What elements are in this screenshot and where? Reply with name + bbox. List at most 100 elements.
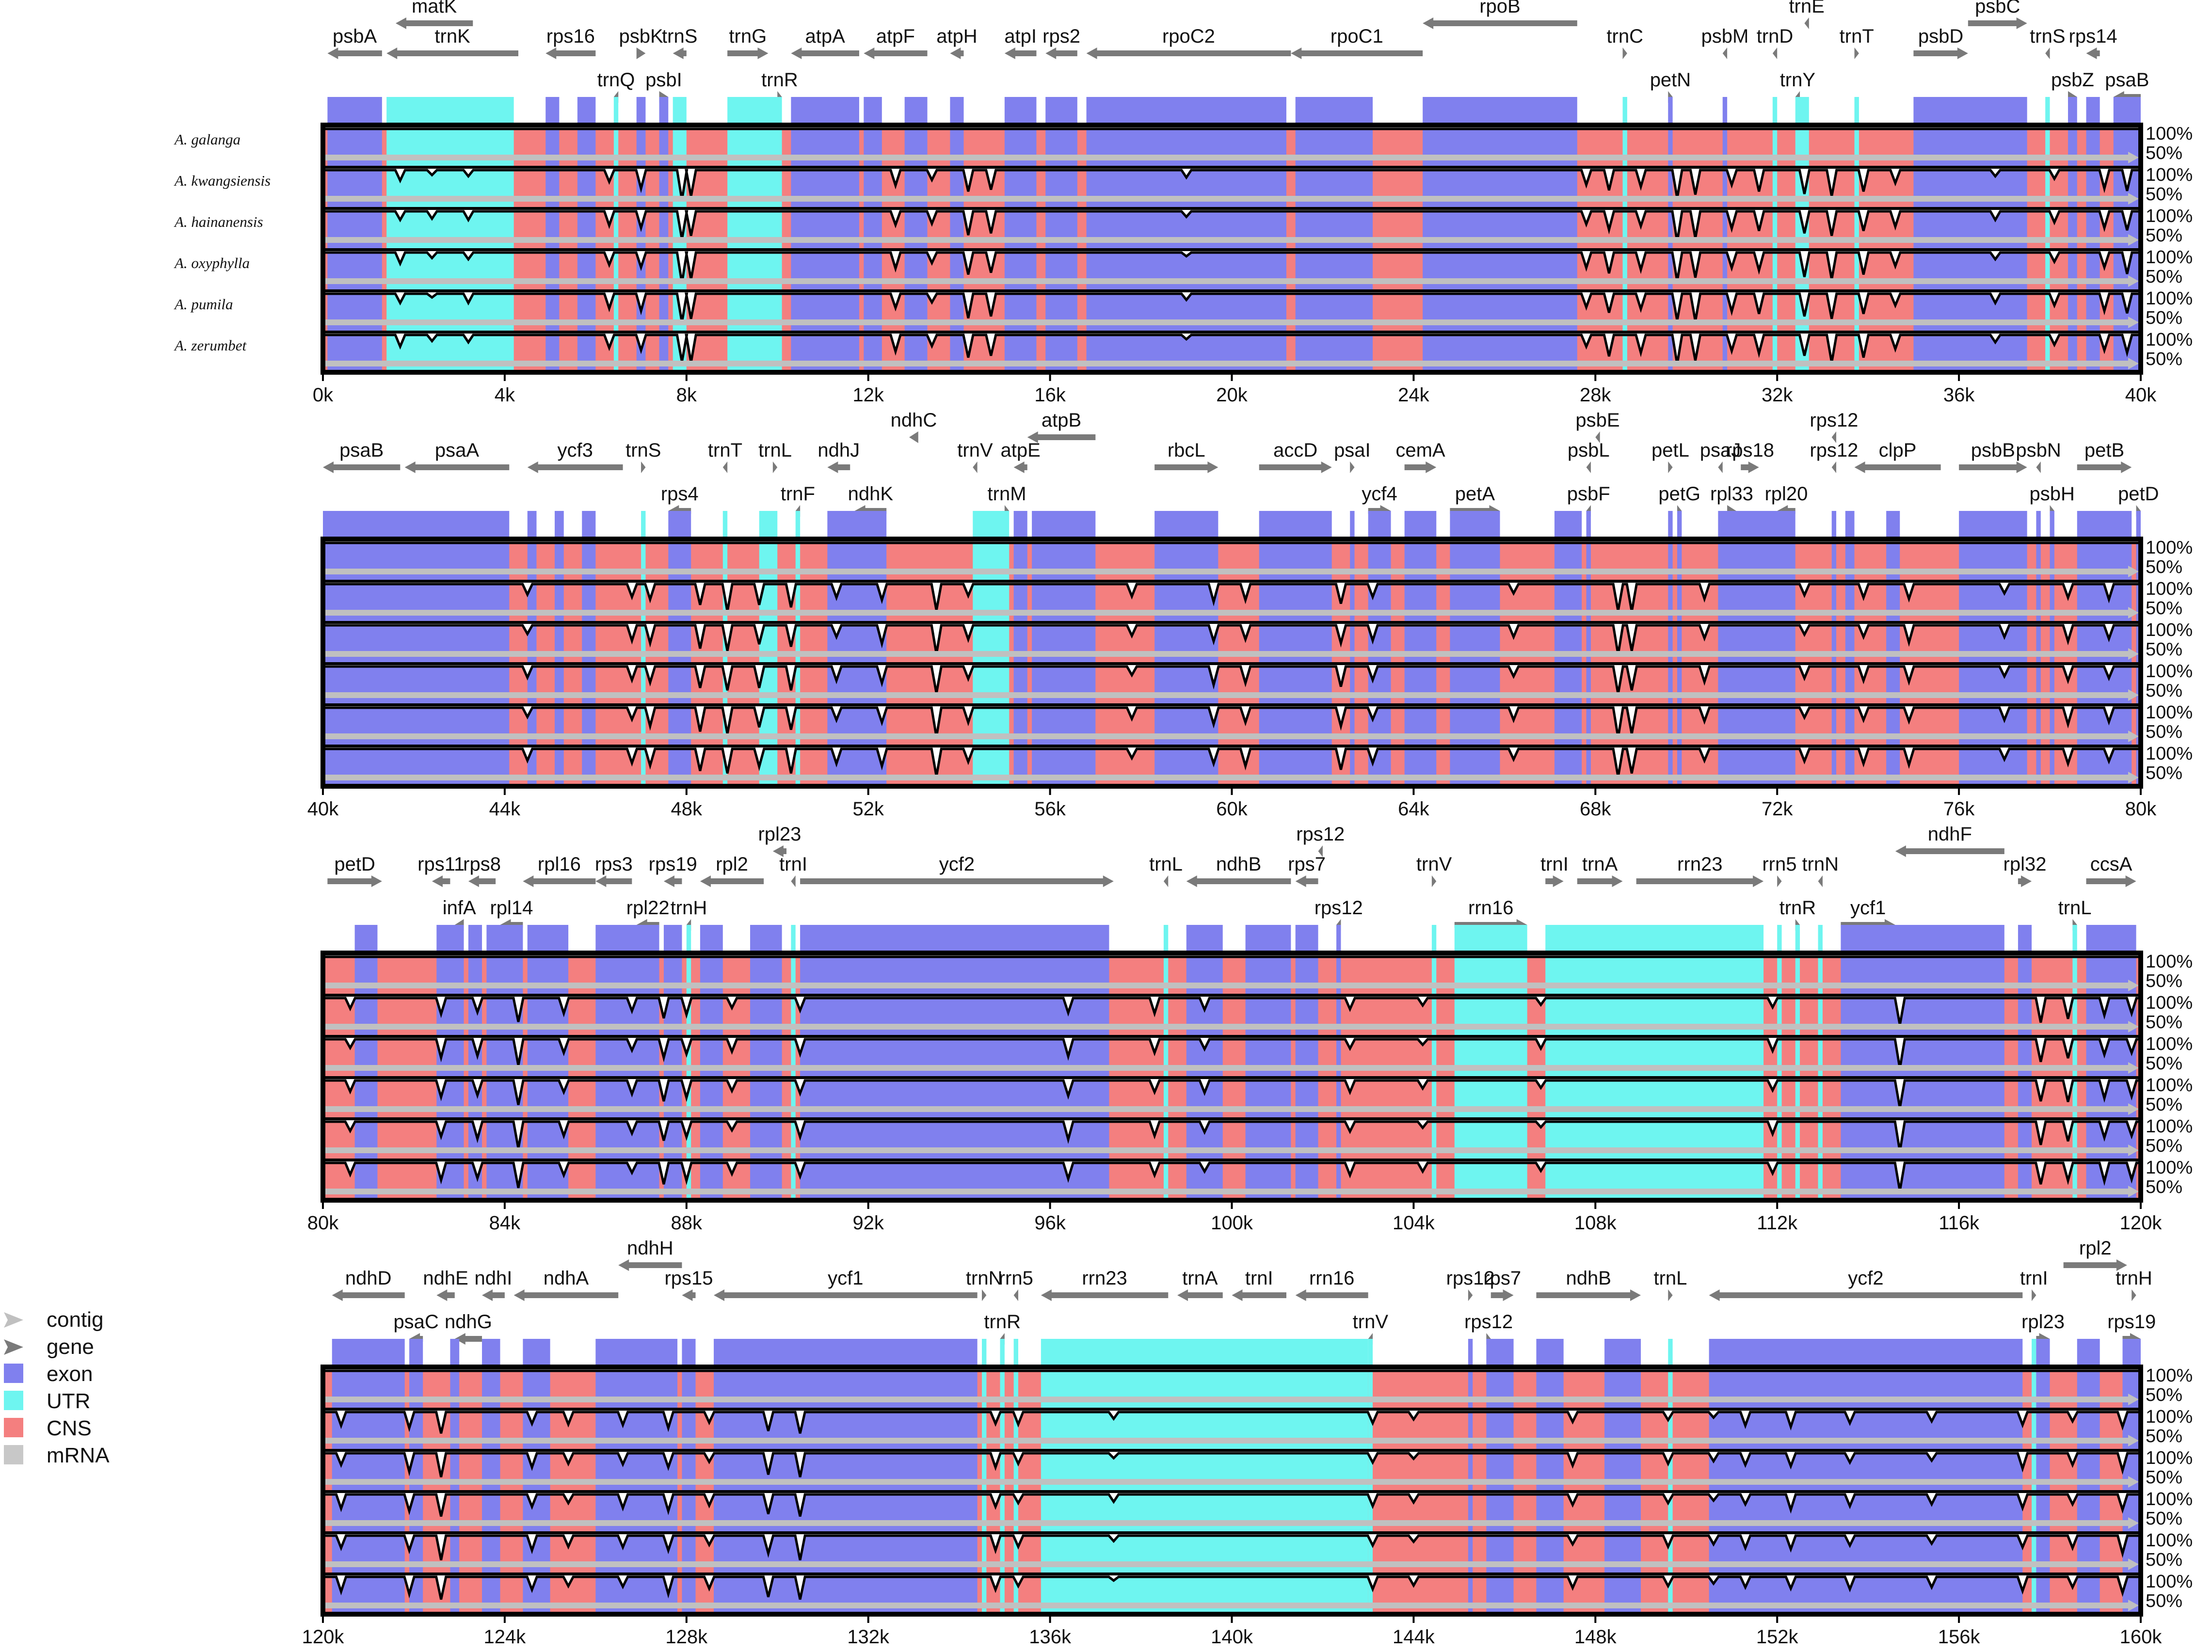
- gene-label: petA: [1455, 483, 1495, 505]
- gene-arrow: [1913, 48, 1968, 59]
- exon-band: [482, 1339, 500, 1614]
- gene-label: psbF: [1567, 483, 1610, 505]
- gene-arrow: [2132, 1289, 2136, 1301]
- y-tick-50: 50%: [2146, 557, 2182, 577]
- exon-band: [827, 511, 887, 786]
- gene-arrow: [1968, 17, 2027, 29]
- gene-arrow: [1536, 1289, 1641, 1301]
- gene-annotations: ndhD psaC ndhE ndhG ndhI ndhA ndhH rps15 ycf1 trn…: [332, 1238, 2156, 1345]
- y-tick-100: 100%: [2146, 1034, 2193, 1054]
- gene-arrow: [436, 1289, 455, 1301]
- gene-arrow: [1722, 48, 1728, 59]
- x-tick-label: 124k: [484, 1626, 527, 1648]
- gene-label: petN: [1650, 69, 1691, 91]
- exon-band: [1604, 1339, 1641, 1614]
- gene-label: rps12: [1810, 440, 1858, 461]
- y-tick-100: 100%: [2146, 661, 2193, 682]
- exon-band: [1668, 97, 1673, 372]
- exon-band: [1350, 511, 1355, 786]
- gene-label: rrn23: [1082, 1268, 1127, 1289]
- gene-label: psaI: [1334, 440, 1371, 461]
- gene-arrow: [1431, 875, 1437, 887]
- utr-band: [722, 511, 728, 786]
- utr-band: [386, 97, 514, 372]
- legend-swatch: [4, 1364, 23, 1383]
- exon-band: [1404, 511, 1437, 786]
- exon-band: [1668, 511, 1673, 786]
- gene-label: accD: [1273, 440, 1317, 461]
- legend-item-UTR: UTR: [4, 1389, 90, 1413]
- alignment-panels: psbA matK trnK rps16 trnQ psbK psbI trnS trnG trn…: [174, 0, 2193, 1648]
- gene-label: rps12: [1296, 824, 1345, 845]
- x-tick-label: 152k: [1756, 1626, 1799, 1648]
- y-tick-50: 50%: [2146, 349, 2182, 369]
- exon-band: [1045, 97, 1077, 372]
- conservation-curve: [323, 1575, 2141, 1600]
- x-tick-label: 56k: [1034, 798, 1066, 820]
- y-tick-50: 50%: [2146, 971, 2182, 991]
- exon-band: [1032, 511, 1096, 786]
- gene-label: trnV: [1416, 854, 1452, 875]
- gene-arrow: [454, 1333, 482, 1345]
- gene-arrow: [404, 461, 510, 473]
- contig-arrow: [325, 317, 2139, 328]
- exon-band: [582, 511, 596, 786]
- gene-label: ndhE: [423, 1268, 468, 1289]
- conservation-curve: [323, 251, 2141, 284]
- gene-label: rps8: [463, 854, 501, 875]
- contig-arrow: [325, 1062, 2139, 1074]
- gene-arrow: [1045, 48, 1077, 59]
- gene-label: rps7: [1288, 854, 1326, 875]
- gene-arrow: [1709, 1289, 2023, 1301]
- gene-arrow: [468, 875, 496, 887]
- track: 100%50% A. pumila: [174, 288, 2193, 328]
- x-tick-label: 96k: [1034, 1212, 1066, 1234]
- y-tick-100: 100%: [2146, 1489, 2193, 1509]
- y-tick-100: 100%: [2146, 993, 2193, 1013]
- gene-label: trnQ: [597, 69, 635, 91]
- conservation-curve: [323, 1161, 2141, 1191]
- gene-arrow: [1895, 845, 2004, 857]
- x-tick-label: 104k: [1393, 1212, 1435, 1234]
- y-tick-50: 50%: [2146, 681, 2182, 701]
- y-tick-50: 50%: [2146, 1550, 2182, 1570]
- utr-band: [795, 511, 801, 786]
- gene-label: clpP: [1879, 440, 1917, 461]
- gene-label: ycf3: [557, 440, 593, 461]
- legend-label: UTR: [47, 1389, 90, 1413]
- gene-label: infA: [443, 897, 476, 919]
- gene-label: trnS: [2030, 26, 2065, 47]
- utr-band: [1000, 1339, 1005, 1614]
- gene-arrow: [1854, 461, 1941, 473]
- gene-label: petD: [334, 854, 375, 875]
- exon-band: [1486, 1339, 1514, 1614]
- gene-label: trnI: [2020, 1268, 2048, 1289]
- gene-annotations: psaB psaA ycf3 trnS rps4 trnT trnL trnF ndhJ ndhK…: [323, 410, 2159, 517]
- track: 100%50% A. hainanensis: [174, 206, 2193, 246]
- exon-band: [1841, 925, 2004, 1200]
- utr-band: [1545, 925, 1764, 1200]
- gene-label: trnH: [2116, 1268, 2152, 1289]
- gene-label: trnA: [1582, 854, 1618, 875]
- gene-arrow: [1468, 1289, 1473, 1301]
- gene-label: trnS: [662, 26, 697, 47]
- utr-band: [1854, 97, 1859, 372]
- gene-arrow: [2086, 48, 2100, 59]
- gene-label: trnC: [1606, 26, 1643, 47]
- gene-arrow: [1741, 461, 1759, 473]
- exon-band: [1709, 1339, 2023, 1614]
- panel-4: ndhD psaC ndhE ndhG ndhI ndhA ndhH rps15 ycf1 trn…: [302, 1238, 2193, 1648]
- gene-arrow: [1577, 875, 1623, 887]
- gene-arrow: [1423, 17, 1577, 29]
- exon-band: [1013, 511, 1027, 786]
- gene-label: trnR: [1779, 897, 1816, 919]
- gene-arrow: [595, 875, 632, 887]
- exon-band: [354, 925, 378, 1200]
- gene-arrow: [1636, 875, 1764, 887]
- gene-label: trnG: [729, 26, 767, 47]
- gene-label: ycf2: [939, 854, 975, 875]
- exon-band: [800, 925, 1109, 1200]
- y-tick-100: 100%: [2146, 1366, 2193, 1386]
- contig-arrow: [325, 648, 2139, 660]
- exon-band: [1295, 925, 1318, 1200]
